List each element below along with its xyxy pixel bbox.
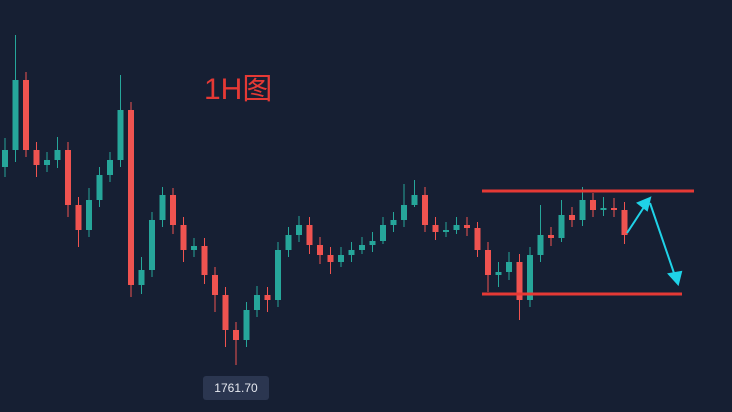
candle-body (390, 220, 397, 225)
candle-body (348, 250, 355, 255)
candle-body (128, 110, 134, 285)
candle-body (264, 295, 271, 300)
candle-body (338, 255, 344, 262)
candle-body (233, 330, 239, 340)
candle-body (495, 272, 502, 275)
candle-body (401, 205, 407, 220)
candle-body (138, 270, 145, 285)
candle-body (12, 80, 19, 150)
candle-body (96, 175, 103, 200)
low-marker-box (203, 376, 269, 400)
candle-body (54, 150, 61, 160)
candle-body (327, 255, 334, 262)
candle-body (243, 310, 250, 340)
low-marker-label: 1761.70 (214, 381, 258, 395)
candle-body (117, 110, 124, 160)
candle-body (453, 225, 460, 230)
candles (2, 35, 628, 365)
candle-body (548, 235, 554, 238)
candle-body (380, 225, 386, 241)
candle-body (359, 245, 365, 250)
candle-body (23, 80, 29, 150)
trend-arrows (626, 196, 683, 287)
candle-body (275, 250, 281, 300)
candle-body (65, 150, 71, 205)
candle-body (579, 200, 586, 220)
candle-body (432, 225, 439, 232)
candle-body (516, 262, 523, 300)
candle-body (33, 150, 40, 165)
arrow-up (626, 203, 647, 234)
candle-body (159, 195, 166, 220)
candle-body (590, 200, 596, 210)
candle-body (296, 225, 302, 235)
candle-body (474, 228, 481, 250)
candle-body (306, 225, 313, 245)
candle-body (201, 246, 208, 275)
arrow-head (667, 270, 683, 287)
candle-body (464, 225, 470, 228)
candle-body (443, 230, 449, 232)
candle-body (222, 295, 229, 330)
arrow-down (649, 202, 676, 277)
candle-body (107, 160, 113, 175)
candle-body (191, 246, 197, 250)
candle-body (317, 245, 323, 255)
candle-body (86, 200, 92, 230)
arrow-head (636, 196, 652, 212)
candle-body (212, 275, 218, 295)
candle-body (44, 160, 50, 165)
candle-body (537, 235, 544, 255)
chart-title: 1H图 (204, 73, 272, 106)
candle-body (369, 241, 376, 245)
candle-body (2, 150, 8, 167)
candle-body (422, 195, 428, 225)
candle-body (506, 262, 512, 272)
candle-body (149, 220, 155, 270)
candle-body (180, 225, 187, 250)
candle-body (558, 215, 565, 238)
candle-body (611, 208, 617, 210)
candle-body (411, 195, 418, 205)
candle-body (569, 215, 575, 220)
candle-body (527, 255, 533, 300)
candle-body (621, 210, 628, 235)
candle-body (170, 195, 176, 225)
candle-body (600, 208, 607, 210)
candle-body (285, 235, 292, 250)
candle-body (254, 295, 260, 310)
candle-body (75, 205, 82, 230)
candle-body (485, 250, 491, 275)
